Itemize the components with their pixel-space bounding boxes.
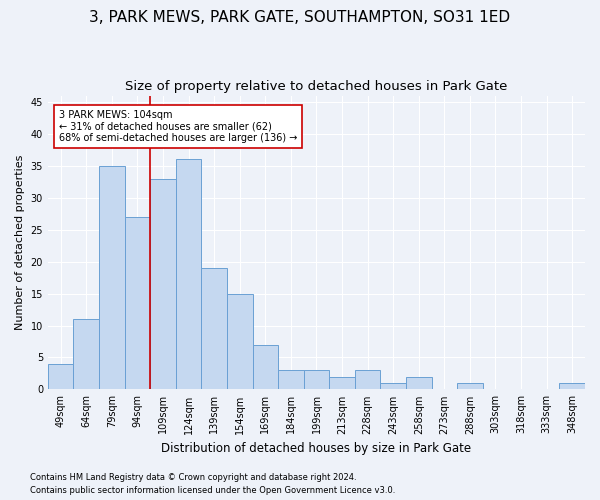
Text: Contains HM Land Registry data © Crown copyright and database right 2024.
Contai: Contains HM Land Registry data © Crown c…: [30, 474, 395, 495]
Bar: [253, 344, 278, 390]
Bar: [99, 166, 125, 390]
Y-axis label: Number of detached properties: Number of detached properties: [15, 155, 25, 330]
Bar: [73, 319, 99, 390]
Bar: [380, 383, 406, 390]
Bar: [202, 268, 227, 390]
Bar: [355, 370, 380, 390]
Bar: [304, 370, 329, 390]
Bar: [227, 294, 253, 390]
Text: 3, PARK MEWS, PARK GATE, SOUTHAMPTON, SO31 1ED: 3, PARK MEWS, PARK GATE, SOUTHAMPTON, SO…: [89, 10, 511, 25]
Bar: [125, 217, 150, 390]
X-axis label: Distribution of detached houses by size in Park Gate: Distribution of detached houses by size …: [161, 442, 472, 455]
Title: Size of property relative to detached houses in Park Gate: Size of property relative to detached ho…: [125, 80, 508, 93]
Bar: [406, 376, 431, 390]
Bar: [48, 364, 73, 390]
Bar: [559, 383, 585, 390]
Bar: [150, 178, 176, 390]
Text: 3 PARK MEWS: 104sqm
← 31% of detached houses are smaller (62)
68% of semi-detach: 3 PARK MEWS: 104sqm ← 31% of detached ho…: [59, 110, 297, 144]
Bar: [176, 160, 202, 390]
Bar: [278, 370, 304, 390]
Bar: [457, 383, 482, 390]
Bar: [329, 376, 355, 390]
